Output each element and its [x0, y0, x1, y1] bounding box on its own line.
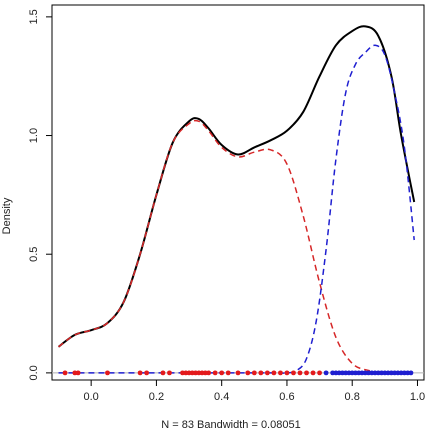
x-tick-label: 0.0: [84, 391, 99, 403]
rug-point-red: [258, 370, 264, 376]
rug-point-red: [291, 370, 296, 376]
rug-point-red: [284, 370, 290, 376]
rug-point-red: [62, 370, 68, 376]
rug-points: [62, 370, 414, 376]
y-tick-label: 0.0: [28, 365, 40, 380]
x-tick-label: 0.4: [214, 391, 229, 403]
rug-point-red: [317, 370, 322, 376]
rug-point-blue: [408, 370, 414, 376]
rug-point-red: [144, 370, 150, 376]
total-density-line: [57, 25, 416, 348]
x-axis-label: N = 83 Bandwidth = 0.08051: [161, 419, 300, 431]
y-tick-label: 0.5: [28, 247, 40, 262]
rug-point-red: [105, 370, 110, 376]
y-tick-label: 1.5: [28, 9, 40, 24]
rug-point-red: [160, 370, 166, 376]
y-tick-label: 1.0: [28, 128, 40, 143]
rug-point-red: [212, 370, 218, 376]
plot-frame: [51, 4, 425, 381]
rug-point-red: [219, 370, 225, 376]
component-2-density-line: [58, 44, 415, 374]
x-tick-label: 0.6: [279, 391, 294, 403]
x-tick-label: 0.8: [345, 391, 360, 403]
rug-point-red: [278, 370, 283, 376]
rug-point-red: [264, 370, 270, 376]
rug-point-red: [251, 370, 257, 376]
rug-point-red: [304, 370, 309, 376]
rug-point-red: [310, 370, 316, 376]
rug-point-red: [297, 370, 303, 376]
x-tick-label: 0.2: [149, 391, 164, 403]
rug-point-blue: [323, 370, 329, 376]
rug-point-red: [167, 370, 172, 376]
rug-point-red: [235, 370, 241, 376]
rug-point-red: [137, 370, 143, 376]
rug-point-red: [206, 370, 212, 376]
density-series: [57, 25, 416, 374]
component-1-density-line: [58, 119, 385, 374]
x-tick-label: 1.0: [410, 391, 425, 403]
rug-point-red: [75, 370, 81, 376]
axes: 0.0 0.2 0.4 0.6 0.8 1.0 0.0 0.5 1.0 1.5: [28, 4, 425, 403]
rug-point-red: [225, 370, 231, 376]
rug-point-red: [271, 370, 277, 376]
rug-point-red: [245, 370, 251, 376]
y-axis-label: Density: [1, 197, 13, 234]
